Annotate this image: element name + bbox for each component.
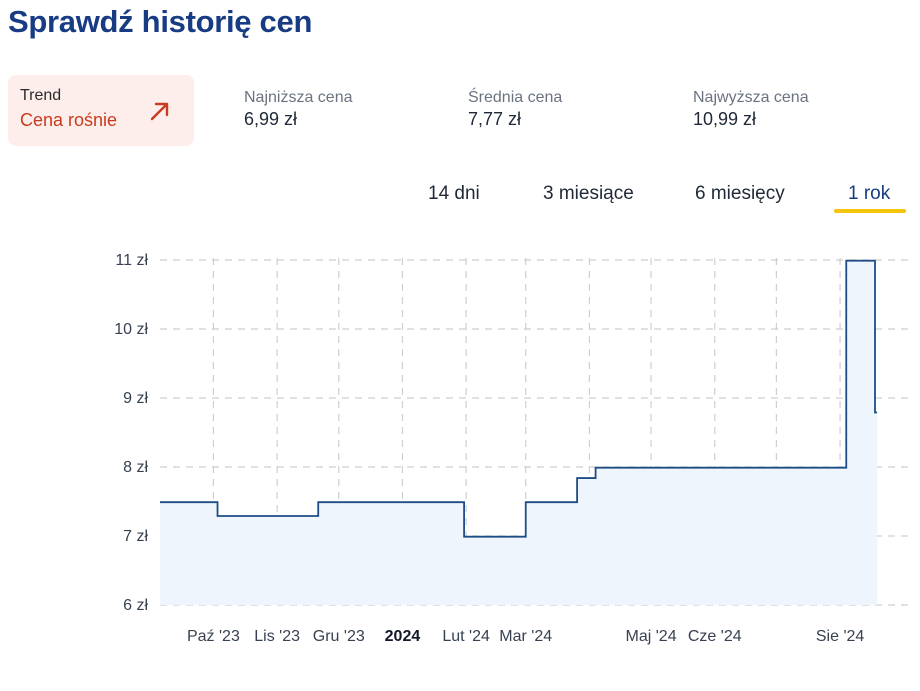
page-title: Sprawdź historię cen	[8, 4, 313, 39]
price-line	[160, 259, 878, 538]
tab-6-months[interactable]: 6 miesięcy	[695, 183, 785, 204]
trend-value: Cena rośnie	[20, 110, 118, 130]
active-tab-indicator	[834, 209, 906, 213]
average-price-stat: Średnia cena 7,77 zł	[468, 89, 562, 130]
arrow-up-right-icon	[150, 102, 169, 121]
highest-price-label: Najwyższa cena	[693, 89, 809, 106]
y-tick-label: 8 zł	[123, 459, 148, 476]
y-tick-label: 10 zł	[114, 321, 148, 338]
price-area	[160, 260, 878, 605]
highest-price-stat: Najwyższa cena 10,99 zł	[693, 89, 809, 130]
x-tick-label: Lis '23	[254, 628, 300, 645]
x-tick-label: Mar '24	[499, 628, 552, 645]
average-price-label: Średnia cena	[468, 89, 563, 106]
y-tick-label: 7 zł	[123, 528, 148, 545]
trend-label: Trend	[20, 87, 62, 104]
x-tick-label: Paź '23	[187, 628, 240, 645]
x-tick-label: Cze '24	[688, 628, 742, 645]
y-tick-label: 9 zł	[123, 390, 148, 407]
y-tick-label: 11 zł	[115, 252, 148, 269]
x-tick-label: Lut '24	[442, 628, 490, 645]
tab-3-months[interactable]: 3 miesiące	[543, 183, 634, 204]
highest-price-value: 10,99 zł	[693, 109, 757, 129]
x-tick-label: Gru '23	[313, 628, 365, 645]
tab-1-year[interactable]: 1 rok	[848, 183, 891, 204]
x-tick-label: Sie '24	[816, 628, 865, 645]
average-price-value: 7,77 zł	[468, 109, 522, 129]
y-tick-label: 6 zł	[123, 597, 148, 614]
lowest-price-value: 6,99 zł	[244, 109, 298, 129]
trend-card: Trend Cena rośnie	[8, 75, 194, 146]
tab-14-days[interactable]: 14 dni	[428, 183, 480, 204]
lowest-price-label: Najniższa cena	[244, 89, 353, 106]
x-tick-label: 2024	[385, 628, 421, 645]
x-tick-label: Maj '24	[626, 628, 677, 645]
lowest-price-stat: Najniższa cena 6,99 zł	[244, 89, 353, 130]
